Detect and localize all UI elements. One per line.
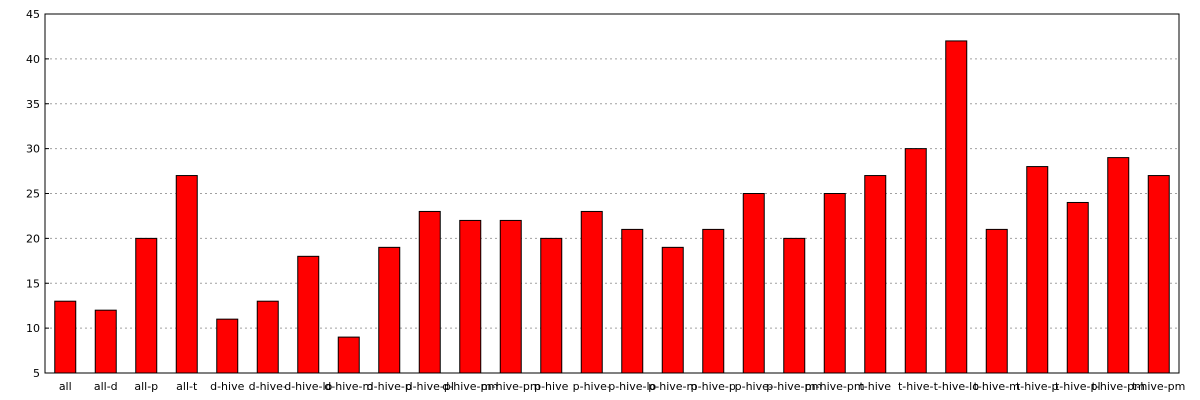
- bar-27: [1147, 175, 1170, 374]
- bar-26: [1107, 157, 1130, 374]
- x-tick-label: all-d: [94, 380, 118, 393]
- bar-13: [580, 210, 603, 374]
- bar-20: [864, 175, 887, 374]
- bar-5: [256, 300, 279, 374]
- x-axis-ticks: all all-d all-p all-t d-hive d-hive-d-hive-lo…: [59, 380, 1186, 393]
- x-tick-label: p-hive-: [573, 380, 611, 393]
- bar-18: [783, 237, 806, 374]
- bar-9: [418, 210, 441, 374]
- bar-3: [175, 175, 198, 374]
- bar-0: [54, 300, 77, 374]
- x-tick-label: d-hive-pm: [442, 380, 498, 393]
- bar-6: [297, 255, 320, 374]
- y-tick-label: 15: [26, 277, 40, 290]
- bar-21: [904, 148, 927, 374]
- bar-24: [1026, 166, 1049, 374]
- bar-19: [823, 193, 846, 374]
- x-tick-label: p-hive: [534, 380, 568, 393]
- bar-15: [661, 246, 684, 374]
- x-tick-label: d-hive-lo: [284, 380, 332, 393]
- y-tick-label: 10: [26, 322, 40, 335]
- x-tick-label: d-hive-: [249, 380, 287, 393]
- bar-25: [1066, 201, 1089, 374]
- x-tick-label: t-hive-lo: [934, 380, 980, 393]
- x-tick-label: p-hive-: [735, 380, 773, 393]
- x-tick-label: t-hive-pl: [1055, 380, 1101, 393]
- bars: [54, 40, 1170, 374]
- bar-11: [499, 219, 522, 374]
- bar-16: [702, 228, 725, 374]
- bar-14: [621, 228, 644, 374]
- y-tick-label: 40: [26, 53, 40, 66]
- bar-22: [945, 40, 968, 374]
- x-tick-label: p-hive-p: [691, 380, 736, 393]
- x-tick-label: all: [59, 380, 72, 393]
- x-tick-label: p-hive-pm: [766, 380, 822, 393]
- x-tick-label: t-hive-: [898, 380, 934, 393]
- bar-23: [985, 228, 1008, 374]
- bar-12: [540, 237, 563, 374]
- grid-lines: [45, 58, 1179, 329]
- y-tick-label: 35: [26, 98, 40, 111]
- bar-1: [94, 309, 117, 374]
- bar-10: [459, 219, 482, 374]
- y-tick-label: 25: [26, 188, 40, 201]
- x-tick-label: t-hive-pm: [1132, 380, 1185, 393]
- x-tick-label: all-p: [134, 380, 158, 393]
- x-tick-label: d-hive: [210, 380, 244, 393]
- x-tick-label: p-hive-lo: [608, 380, 656, 393]
- y-axis-ticks: 5 10 15 20 25 30 35 40 45: [26, 8, 49, 380]
- x-tick-label: t-hive: [859, 380, 891, 393]
- bar-4: [216, 318, 239, 374]
- x-tick-label: d-hive-p: [367, 380, 412, 393]
- x-tick-label: p-hive-m: [648, 380, 697, 393]
- x-tick-label: m-hive-pm: [481, 380, 541, 393]
- x-tick-label: d-hive-pl: [406, 380, 454, 393]
- bar-17: [742, 193, 765, 374]
- y-tick-label: 30: [26, 143, 40, 156]
- bar-7: [337, 336, 360, 374]
- x-tick-label: t-hive-p: [1016, 380, 1059, 393]
- bar-2: [135, 237, 158, 374]
- y-tick-label: 45: [26, 8, 40, 21]
- x-tick-label: t-hive-pm: [1092, 380, 1145, 393]
- bar-8: [378, 246, 401, 374]
- x-tick-label: t-hive-m: [974, 380, 1020, 393]
- x-tick-label: all-t: [176, 380, 198, 393]
- y-tick-label: 20: [26, 232, 40, 245]
- x-tick-label: d-hive-m: [324, 380, 373, 393]
- y-tick-label: 5: [33, 367, 40, 380]
- x-tick-label: m-hive-pm: [805, 380, 865, 393]
